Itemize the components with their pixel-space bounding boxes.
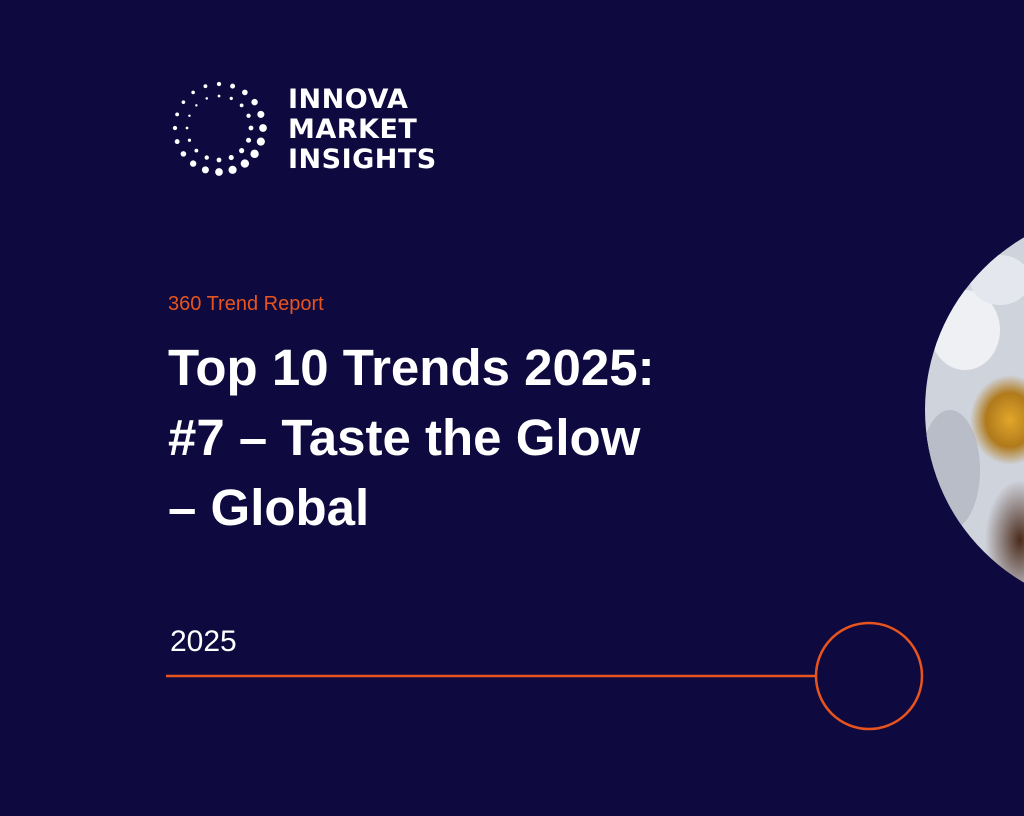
logo-dot [250, 149, 259, 159]
logo-dot [175, 112, 180, 117]
logo-dot [172, 125, 178, 131]
logo-dot [205, 97, 209, 100]
logo-dot [229, 96, 233, 101]
accent-circle [814, 621, 924, 731]
year: 2025 [170, 625, 237, 658]
logo-line: INSIGHTS [288, 144, 437, 175]
logo-dot [239, 148, 245, 154]
logo-dot [215, 168, 223, 176]
logo-dot [246, 137, 252, 143]
logo-dot [246, 113, 251, 118]
logo-dot [239, 103, 244, 108]
logo-dot [216, 81, 222, 87]
logo-line: INNOVA [288, 84, 408, 115]
logo-dot [256, 137, 265, 146]
logo-dot [195, 104, 198, 107]
logo-dot [194, 148, 199, 153]
logo-dot [259, 124, 267, 132]
logo-dot [203, 84, 208, 89]
logo-dot [251, 98, 258, 106]
logo-mark [172, 81, 267, 176]
title-line: – Global [168, 479, 369, 536]
logo-dot [230, 83, 236, 89]
title-line: Top 10 Trends 2025: [168, 339, 655, 396]
logo-dot [228, 155, 234, 161]
logo-dot [191, 90, 195, 95]
logo-dot [201, 166, 209, 174]
logo-dot [204, 155, 209, 160]
logo-dot [189, 160, 197, 167]
logo-dot [257, 110, 265, 118]
logo-dot [185, 126, 189, 130]
title-line: #7 – Taste the Glow [168, 409, 641, 466]
logo-dot [216, 157, 222, 163]
logo-dot [242, 89, 248, 96]
logo-dot [228, 165, 237, 174]
logo-dot [217, 94, 221, 98]
logo-dot [187, 138, 192, 142]
logo-dot [174, 139, 180, 145]
logo-dot [181, 100, 186, 104]
logo-dot [188, 114, 191, 118]
logo-dot [248, 125, 254, 131]
logo-line: MARKET [288, 114, 417, 145]
report-type: 360 Trend Report [168, 293, 324, 315]
logo-dot [240, 159, 250, 168]
logo-dot [180, 151, 187, 157]
